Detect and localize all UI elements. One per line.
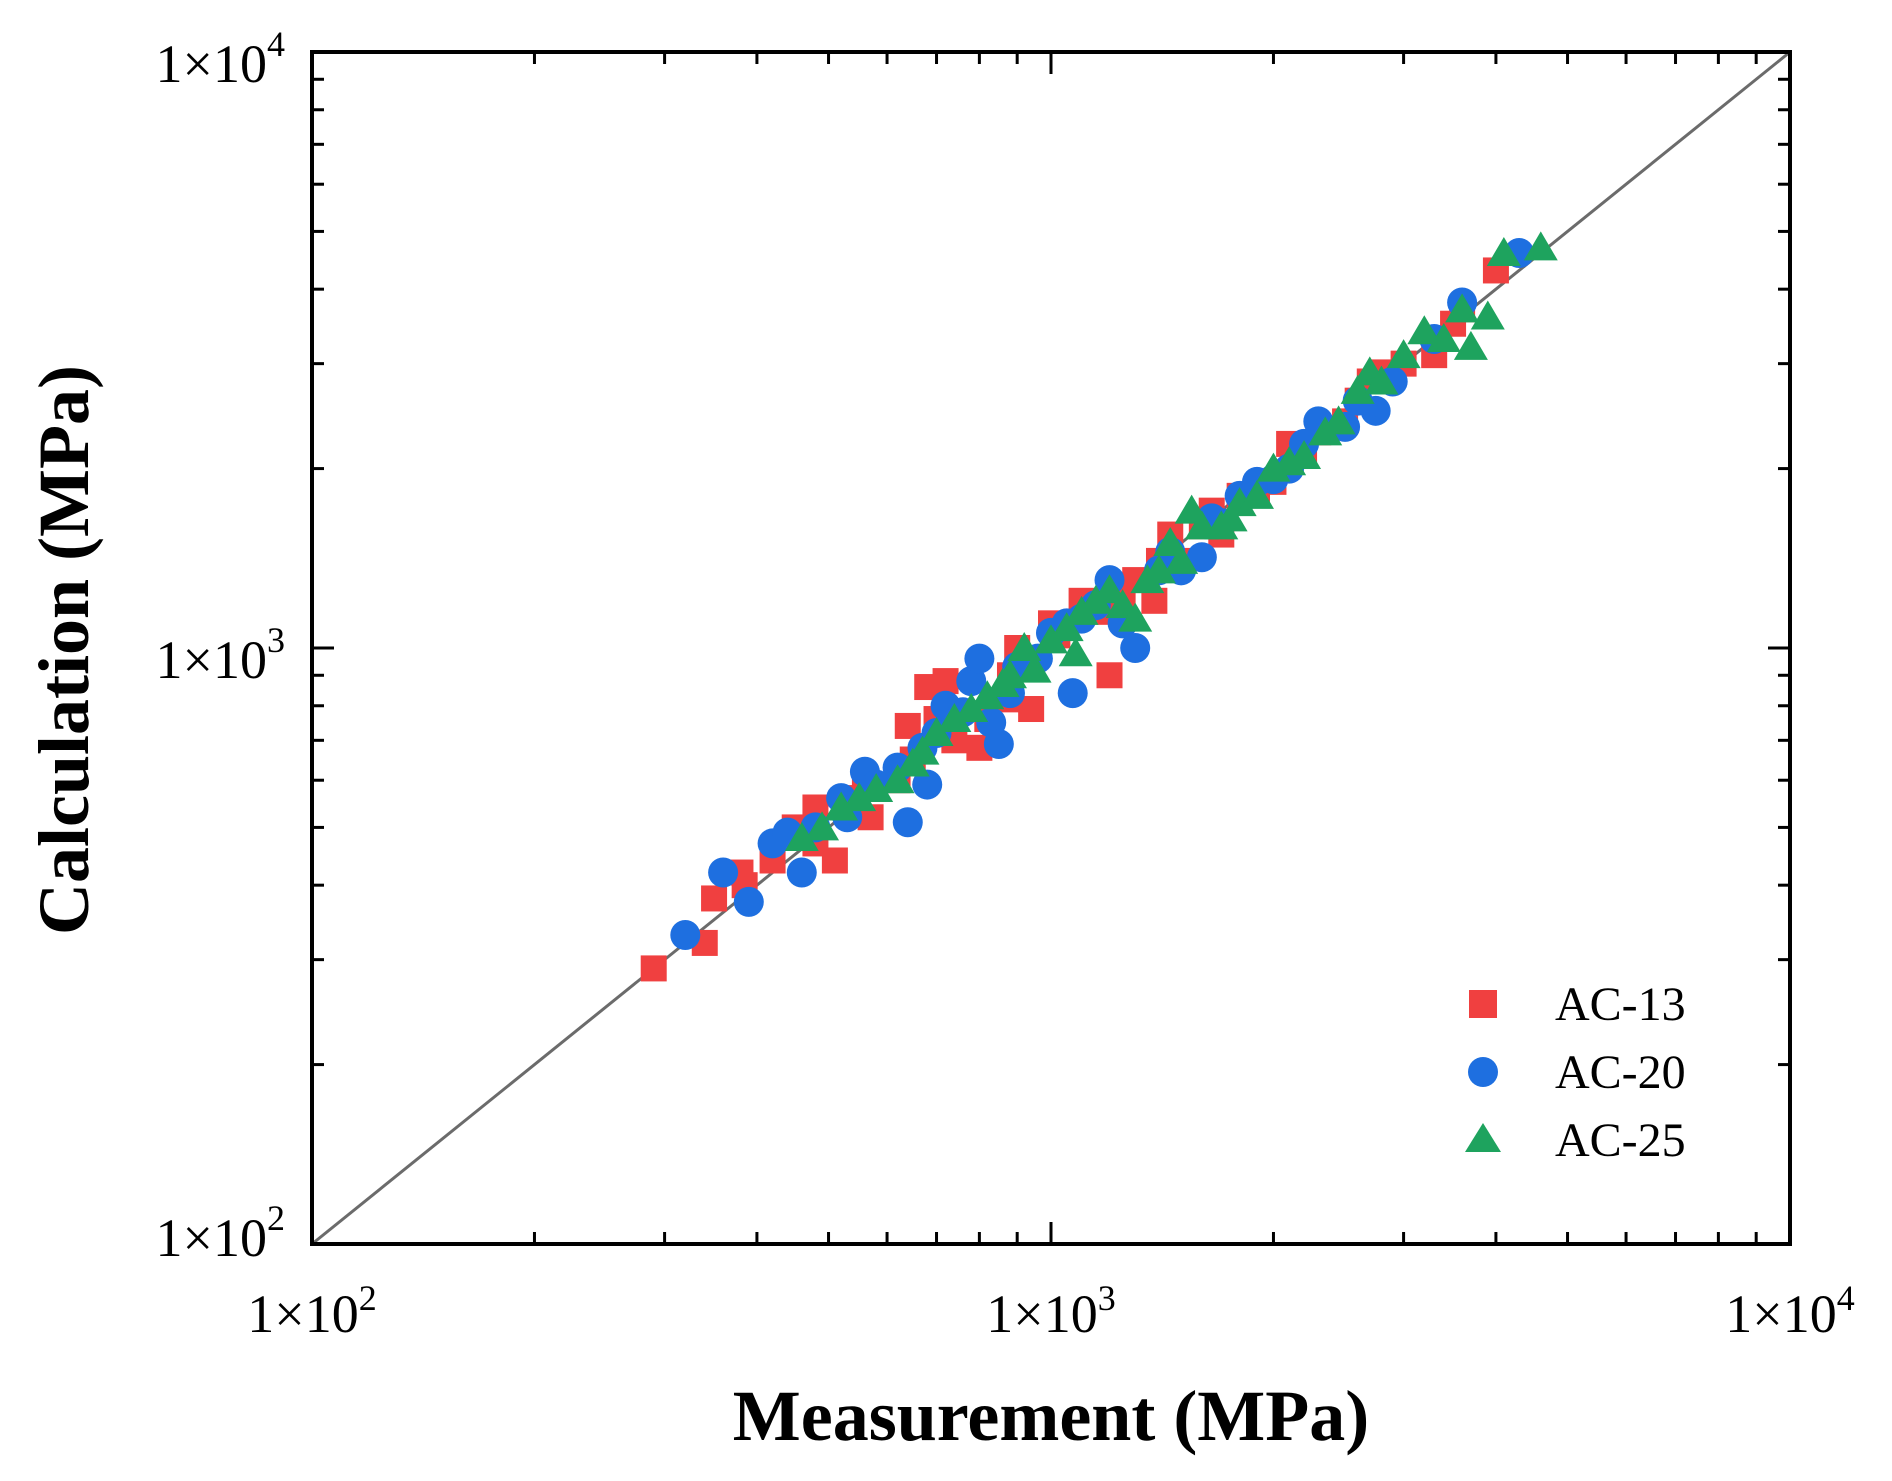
y-axis-title: Calculation (MPa) xyxy=(24,365,104,935)
data-point-triangle xyxy=(1239,479,1274,509)
data-point-circle xyxy=(892,807,923,838)
data-point-triangle xyxy=(1470,300,1505,330)
data-point-triangle xyxy=(1153,527,1188,557)
data-point-circle xyxy=(1057,678,1088,709)
data-point-triangle xyxy=(1287,439,1322,469)
data-point-triangle xyxy=(1321,405,1356,435)
series-ac-25 xyxy=(784,231,1558,851)
x-tick-label-1000: 1×103 xyxy=(986,1278,1115,1344)
data-point-circle xyxy=(708,857,739,888)
data-point-triangle xyxy=(1340,374,1375,404)
legend-marker-ac13 xyxy=(1469,990,1497,1018)
data-point-triangle xyxy=(1386,339,1421,369)
data-point-triangle xyxy=(1453,330,1488,360)
data-point-triangle xyxy=(905,735,940,765)
data-point-triangle xyxy=(1007,632,1042,661)
data-point-triangle xyxy=(859,772,894,802)
data-point-circle xyxy=(1120,633,1151,663)
data-point-circle xyxy=(964,643,995,674)
data-point-square xyxy=(701,885,728,912)
data-point-triangle xyxy=(1445,293,1480,323)
legend-label-ac20: AC-20 xyxy=(1555,1046,1686,1099)
data-point-triangle xyxy=(880,764,915,794)
data-point-triangle xyxy=(1017,653,1052,683)
data-point-triangle xyxy=(1213,502,1248,532)
x-axis-title: Measurement (MPa) xyxy=(733,1376,1369,1456)
data-point-triangle xyxy=(1222,487,1257,517)
series-ac-20 xyxy=(670,237,1535,950)
data-points xyxy=(640,231,1558,982)
data-point-circle xyxy=(733,886,764,917)
data-point-triangle xyxy=(1118,602,1153,632)
data-point-square xyxy=(640,955,667,982)
data-point-circle xyxy=(1186,542,1217,573)
data-point-triangle xyxy=(1364,365,1399,395)
x-tick-label-10000: 1×104 xyxy=(1725,1278,1854,1344)
data-point-circle xyxy=(786,857,817,888)
legend-marker-ac25 xyxy=(1465,1123,1501,1152)
data-point-triangle xyxy=(842,782,877,812)
data-point-triangle xyxy=(1058,637,1093,667)
y-tick-label-1000: 1×103 xyxy=(156,620,285,690)
data-point-triangle xyxy=(805,811,840,841)
legend-label-ac13: AC-13 xyxy=(1555,978,1686,1031)
data-point-circle xyxy=(912,769,943,800)
data-point-square xyxy=(1096,662,1123,689)
legend: AC-13 AC-20 AC-25 xyxy=(1465,978,1686,1167)
data-point-square xyxy=(821,847,848,874)
data-point-triangle xyxy=(1523,231,1558,261)
legend-label-ac25: AC-25 xyxy=(1555,1114,1686,1167)
data-point-triangle xyxy=(1426,322,1461,352)
data-point-triangle xyxy=(1407,315,1442,345)
data-point-triangle xyxy=(1049,612,1084,642)
plot-frame xyxy=(310,50,1792,1246)
data-point-circle xyxy=(670,919,701,950)
legend-marker-ac20 xyxy=(1468,1057,1498,1087)
data-point-triangle xyxy=(1141,554,1176,584)
data-point-triangle xyxy=(1164,544,1199,574)
data-point-triangle xyxy=(784,821,819,851)
x-tick-label-100: 1×102 xyxy=(247,1278,376,1344)
data-point-triangle xyxy=(1092,574,1127,604)
data-point-triangle xyxy=(919,717,954,747)
data-point-triangle xyxy=(824,791,859,821)
data-point-triangle xyxy=(954,693,989,723)
y-tick-label-100: 1×102 xyxy=(156,1198,285,1268)
data-point-triangle xyxy=(1486,236,1521,266)
data-point-square xyxy=(932,668,959,695)
data-point-triangle xyxy=(937,703,972,733)
y-tick-label-10000: 1×104 xyxy=(156,24,285,94)
data-point-circle xyxy=(956,666,987,697)
data-point-circle xyxy=(983,729,1014,760)
